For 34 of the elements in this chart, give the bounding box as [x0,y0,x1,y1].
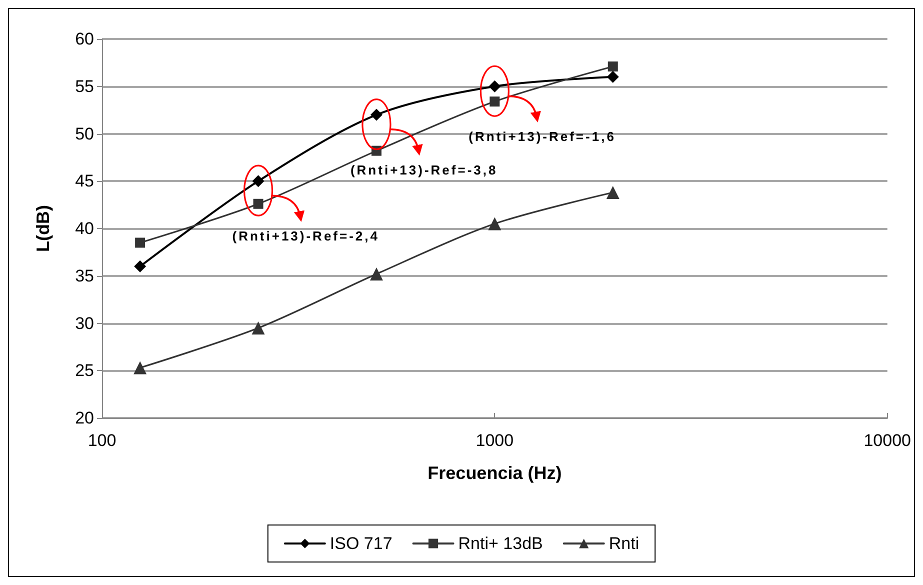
point [608,61,618,72]
point [490,96,500,107]
point [252,321,265,334]
point [134,260,146,272]
annotation: (Rnti+13)-Ref=-3,8 [350,162,498,178]
y-tick-label: 20 [75,408,94,428]
annotation: (Rnti+13)-Ref=-2,4 [232,228,380,244]
point [253,198,264,209]
y-tick-label: 30 [75,314,94,333]
point [370,267,383,280]
legend-label: Rnti [608,534,640,553]
y-tick-label: 35 [75,266,94,286]
x-tick-label: 10000 [864,431,912,450]
point [488,80,501,92]
y-tick-label: 60 [75,30,94,48]
y-tick-label: 55 [75,76,94,96]
x-tick-label: 1000 [476,431,514,450]
y-tick-label: 45 [75,172,94,191]
y-tick-label: 50 [75,124,94,144]
x-tick-label: 100 [88,431,116,450]
legend-label: ISO 717 [330,534,392,553]
annotation: (Rnti+13)-Ref=-1,6 [468,129,616,144]
y-axis-title: L(dB) [33,205,53,252]
point [370,108,382,121]
point [606,70,619,83]
point [134,361,147,374]
point [135,238,146,248]
point [252,175,264,188]
y-tick-label: 25 [75,361,94,380]
x-axis-title: Frecuencia (Hz) [428,463,562,483]
y-tick-label: 40 [75,219,94,238]
legend-label: Rnti+ 13dB [458,534,543,553]
point [488,217,502,230]
point [606,186,620,199]
